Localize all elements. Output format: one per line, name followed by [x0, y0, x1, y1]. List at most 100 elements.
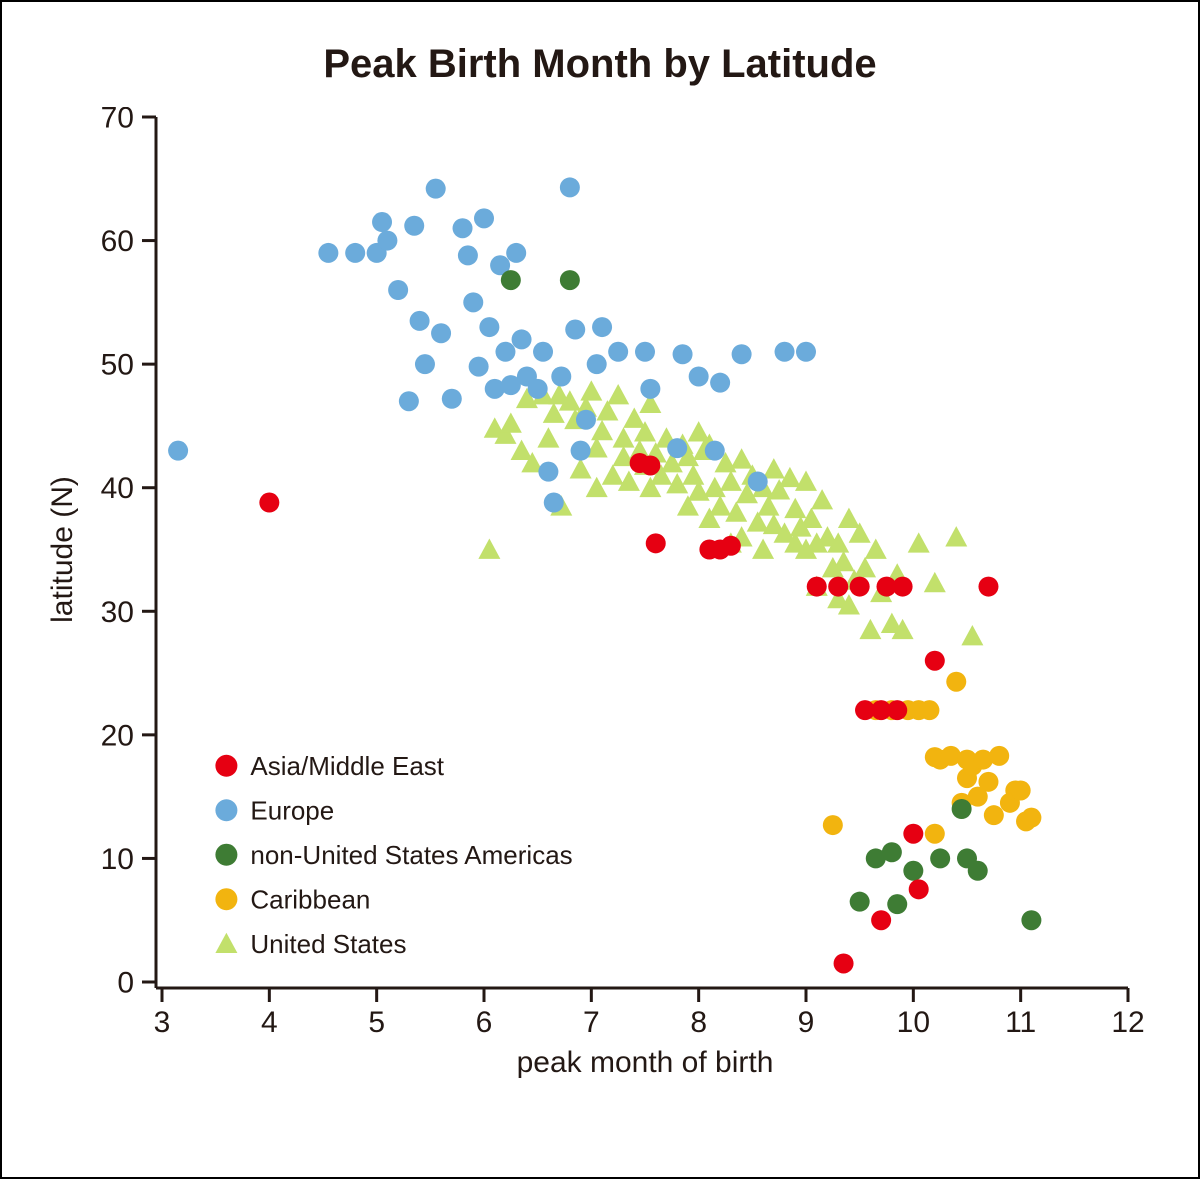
data-point [945, 526, 967, 546]
data-point [560, 270, 580, 290]
data-point [640, 455, 660, 475]
data-point [682, 464, 704, 484]
data-point [560, 177, 580, 197]
data-point [646, 533, 666, 553]
data-point [705, 441, 725, 461]
y-tick-label: 20 [101, 719, 134, 752]
data-point [720, 471, 742, 491]
data-point [640, 379, 660, 399]
data-point [565, 320, 585, 340]
data-point [388, 280, 408, 300]
data-point [925, 824, 945, 844]
data-point [796, 342, 816, 362]
data-point [850, 892, 870, 912]
x-tick-label: 3 [154, 1006, 171, 1039]
data-point [834, 953, 854, 973]
data-point [544, 493, 564, 513]
data-point [721, 536, 741, 556]
data-point [748, 472, 768, 492]
data-point [978, 577, 998, 597]
data-point [537, 427, 559, 447]
data-point [811, 489, 833, 509]
data-point [500, 412, 522, 432]
data-point [752, 539, 774, 559]
legend-label: Asia/Middle East [250, 751, 444, 781]
data-point [608, 342, 628, 362]
data-point [673, 344, 693, 364]
y-tick-label: 30 [101, 596, 134, 629]
data-point [538, 462, 558, 482]
data-point [887, 700, 907, 720]
series-caribbean [823, 672, 1042, 844]
data-point [828, 577, 848, 597]
data-point [570, 458, 592, 478]
x-tick-label: 12 [1111, 1006, 1144, 1039]
legend: Asia/Middle EastEuropenon-United States … [215, 751, 572, 959]
data-point [528, 379, 548, 399]
data-point [458, 245, 478, 265]
x-tick-label: 11 [1005, 1006, 1036, 1039]
y-tick-label: 0 [117, 967, 134, 1000]
x-tick-label: 5 [368, 1006, 385, 1039]
data-point [903, 861, 923, 881]
data-point [688, 421, 710, 441]
data-point [587, 354, 607, 374]
y-axis-label: latitude (N) [46, 476, 79, 623]
data-point [924, 572, 946, 592]
data-point [989, 746, 1009, 766]
data-point [887, 894, 907, 914]
x-tick-label: 6 [476, 1006, 493, 1039]
data-point [984, 805, 1004, 825]
chart-title: Peak Birth Month by Latitude [42, 42, 1158, 87]
x-tick-label: 9 [798, 1006, 815, 1039]
data-point [1021, 910, 1041, 930]
legend-label: Caribbean [250, 884, 370, 914]
data-point [930, 848, 950, 868]
data-point [602, 464, 624, 484]
data-point [854, 557, 876, 577]
x-tick-label: 8 [690, 1006, 707, 1039]
data-point [431, 323, 451, 343]
data-point [512, 329, 532, 349]
y-tick-label: 50 [101, 349, 134, 382]
data-point [399, 391, 419, 411]
data-point [543, 403, 565, 423]
data-point [495, 342, 515, 362]
data-point [506, 243, 526, 263]
legend-marker [215, 755, 237, 777]
data-point [709, 495, 731, 515]
data-point [377, 231, 397, 251]
data-point [1021, 808, 1041, 828]
data-point [1011, 780, 1031, 800]
series-united-states [478, 380, 983, 645]
data-point [952, 799, 972, 819]
legend-label: Europe [250, 795, 334, 825]
legend-marker [215, 933, 237, 953]
data-point [925, 651, 945, 671]
legend-label: United States [250, 929, 406, 959]
data-point [259, 493, 279, 513]
data-point [635, 342, 655, 362]
data-point [871, 910, 891, 930]
legend-marker [215, 844, 237, 866]
data-point [607, 384, 629, 404]
data-point [882, 842, 902, 862]
x-tick-label: 7 [583, 1006, 600, 1039]
x-axis-label: peak month of birth [517, 1046, 774, 1079]
data-point [463, 292, 483, 312]
data-point [838, 508, 860, 528]
scatter-plot: 3456789101112010203040506070peak month o… [42, 107, 1158, 1102]
data-point [775, 342, 795, 362]
data-point [850, 577, 870, 597]
data-point [576, 410, 596, 430]
data-point [946, 672, 966, 692]
y-tick-label: 60 [101, 225, 134, 258]
data-point [372, 212, 392, 232]
data-point [961, 625, 983, 645]
data-point [903, 824, 923, 844]
data-point [474, 208, 494, 228]
y-tick-label: 40 [101, 472, 134, 505]
data-point [415, 354, 435, 374]
data-point [501, 270, 521, 290]
data-point [909, 879, 929, 899]
